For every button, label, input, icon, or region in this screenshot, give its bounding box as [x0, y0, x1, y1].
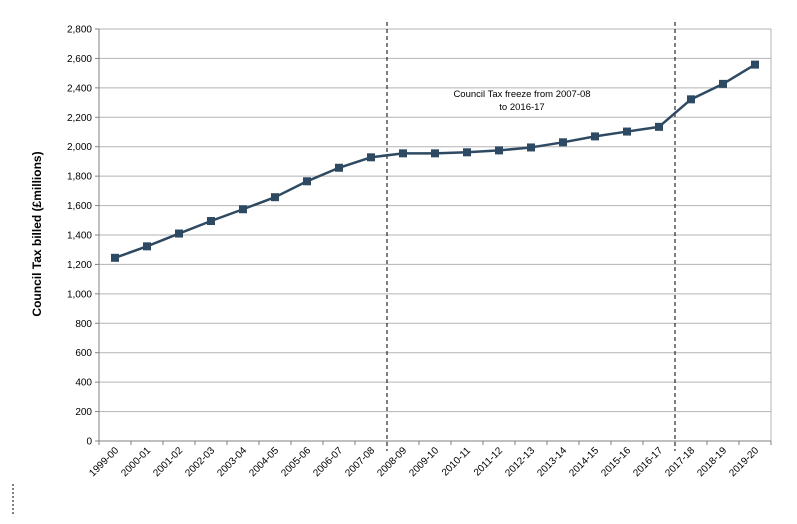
y-tick-label: 2,400 — [67, 83, 92, 94]
data-point-marker — [623, 127, 631, 136]
y-axis: 0 200 400 600 800 1,000 1,200 1,400 1,600 1,800 2,… — [67, 25, 100, 448]
x-tick-label: 2015-16 — [599, 445, 633, 479]
data-point-marker — [207, 217, 215, 226]
x-tick-label: 2019-20 — [727, 445, 761, 479]
x-tick-label: 2002-03 — [183, 445, 217, 479]
y-tick-label: 0 — [86, 437, 92, 448]
data-point-marker — [719, 79, 727, 88]
data-point-marker — [527, 143, 535, 152]
data-point-marker — [655, 122, 663, 131]
x-tick-label: 2004-05 — [247, 445, 281, 479]
y-tick-label: 2,000 — [67, 142, 92, 153]
data-point-marker — [687, 95, 695, 104]
annotation-line-1: Council Tax freeze from 2007-08 — [453, 89, 590, 100]
x-tick-label: 2007-08 — [343, 445, 377, 479]
data-point-marker — [751, 60, 759, 69]
data-point-marker — [495, 146, 503, 155]
data-point-marker — [175, 229, 183, 238]
series-line — [114, 63, 756, 259]
data-point-marker — [399, 149, 407, 158]
data-point-marker — [239, 205, 247, 214]
x-tick-label: 2006-07 — [311, 445, 345, 479]
y-tick-label: 200 — [75, 407, 92, 418]
y-tick-label: 2,600 — [67, 54, 92, 65]
x-tick-label: 1999-00 — [87, 445, 121, 479]
data-point-marker — [367, 153, 375, 162]
data-point-marker — [335, 163, 343, 172]
x-tick-label: 2014-15 — [567, 445, 601, 479]
y-tick-label: 1,000 — [67, 289, 92, 300]
freeze-period-lines — [386, 22, 676, 451]
data-point-marker — [303, 177, 311, 186]
data-point-marker — [559, 138, 567, 147]
x-tick-label: 2001-02 — [151, 445, 185, 479]
data-point-marker — [591, 132, 599, 141]
x-tick-label: 2012-13 — [503, 445, 537, 479]
data-point-marker — [463, 148, 471, 157]
y-tick-label: 1,200 — [67, 260, 92, 271]
y-tick-label: 2,800 — [67, 25, 92, 36]
x-tick-label: 2008-09 — [375, 445, 409, 479]
y-tick-label: 1,400 — [67, 231, 92, 242]
y-tick-label: 1,800 — [67, 172, 92, 183]
x-tick-label: 2000-01 — [119, 445, 153, 479]
data-point-marker — [111, 253, 119, 262]
x-tick-label: 2011-12 — [472, 445, 506, 479]
data-point-marker — [431, 149, 439, 158]
gridlines — [99, 28, 772, 441]
y-tick-label: 400 — [75, 378, 92, 389]
x-tick-label: 2016-17 — [631, 445, 665, 479]
x-tick-label: 2017-18 — [663, 445, 697, 479]
data-point-marker — [143, 242, 151, 251]
data-point-marker — [271, 193, 279, 202]
x-tick-label: 2003-04 — [215, 445, 249, 479]
y-tick-label: 1,600 — [67, 201, 92, 212]
y-tick-label: 800 — [75, 319, 92, 330]
y-axis-title: Council Tax billed (£millions) — [30, 151, 44, 316]
x-tick-label: 2018-19 — [695, 445, 729, 479]
y-tick-label: 600 — [75, 348, 92, 359]
annotation-line-2: to 2016-17 — [499, 102, 544, 113]
x-tick-label: 2010-11 — [440, 445, 474, 479]
x-tick-label: 2009-10 — [407, 445, 441, 479]
x-tick-label: 2013-14 — [535, 445, 569, 479]
data-series — [111, 60, 759, 262]
x-tick-label: 2005-06 — [279, 445, 313, 479]
y-tick-label: 2,200 — [67, 113, 92, 124]
x-axis: 1999-002000-012001-022002-032003-042004-… — [87, 440, 772, 479]
